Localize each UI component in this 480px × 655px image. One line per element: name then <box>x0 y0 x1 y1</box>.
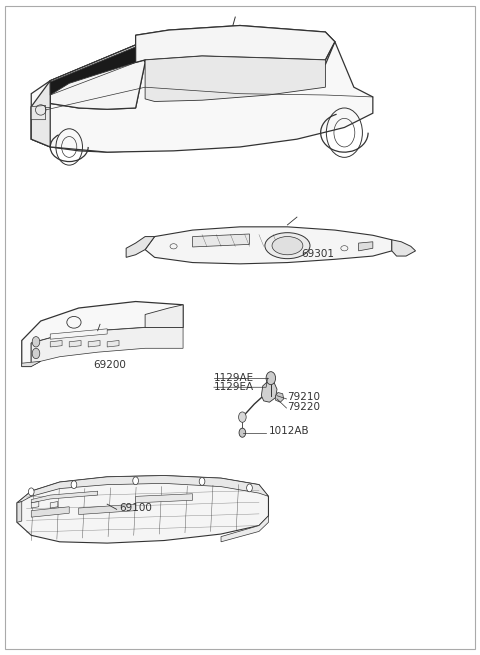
Polygon shape <box>107 341 119 347</box>
Polygon shape <box>22 362 41 366</box>
Polygon shape <box>50 502 58 508</box>
Polygon shape <box>31 103 145 152</box>
Text: 69200: 69200 <box>93 360 126 369</box>
Polygon shape <box>31 26 373 152</box>
Polygon shape <box>31 328 183 366</box>
Circle shape <box>28 488 34 496</box>
Text: 1129EA: 1129EA <box>214 383 254 392</box>
Circle shape <box>199 477 205 485</box>
Polygon shape <box>192 234 250 247</box>
Circle shape <box>266 371 276 384</box>
Circle shape <box>239 412 246 422</box>
Polygon shape <box>145 56 325 102</box>
Text: 69301: 69301 <box>301 250 335 259</box>
Text: 1012AB: 1012AB <box>268 426 309 436</box>
Polygon shape <box>17 476 268 543</box>
Polygon shape <box>31 491 97 503</box>
Polygon shape <box>126 236 155 257</box>
Circle shape <box>133 477 138 485</box>
Polygon shape <box>31 507 69 517</box>
Circle shape <box>32 348 40 359</box>
Polygon shape <box>392 240 416 256</box>
Ellipse shape <box>265 233 310 259</box>
Polygon shape <box>17 502 22 522</box>
Circle shape <box>32 337 40 347</box>
Circle shape <box>247 484 252 492</box>
Polygon shape <box>136 29 335 64</box>
Polygon shape <box>69 341 81 347</box>
Text: 79220: 79220 <box>288 402 321 412</box>
Polygon shape <box>221 516 268 542</box>
Polygon shape <box>145 227 392 264</box>
Polygon shape <box>50 47 136 95</box>
Polygon shape <box>88 341 100 347</box>
Text: 1129AE: 1129AE <box>214 373 254 383</box>
Polygon shape <box>136 26 335 62</box>
Polygon shape <box>136 45 335 145</box>
Circle shape <box>71 481 77 489</box>
Polygon shape <box>79 504 136 515</box>
Polygon shape <box>50 341 62 347</box>
Polygon shape <box>17 476 268 503</box>
Polygon shape <box>359 242 373 251</box>
Polygon shape <box>145 305 183 328</box>
Circle shape <box>239 428 246 438</box>
Polygon shape <box>31 502 39 508</box>
Polygon shape <box>50 45 145 109</box>
Text: 69100: 69100 <box>119 502 152 513</box>
Polygon shape <box>22 301 183 366</box>
Polygon shape <box>31 81 50 147</box>
Polygon shape <box>136 494 192 503</box>
Polygon shape <box>31 105 46 120</box>
Polygon shape <box>276 392 284 402</box>
Polygon shape <box>50 329 107 339</box>
Polygon shape <box>261 381 277 402</box>
Text: 79210: 79210 <box>288 392 321 402</box>
Polygon shape <box>50 45 145 109</box>
Ellipse shape <box>272 236 303 255</box>
